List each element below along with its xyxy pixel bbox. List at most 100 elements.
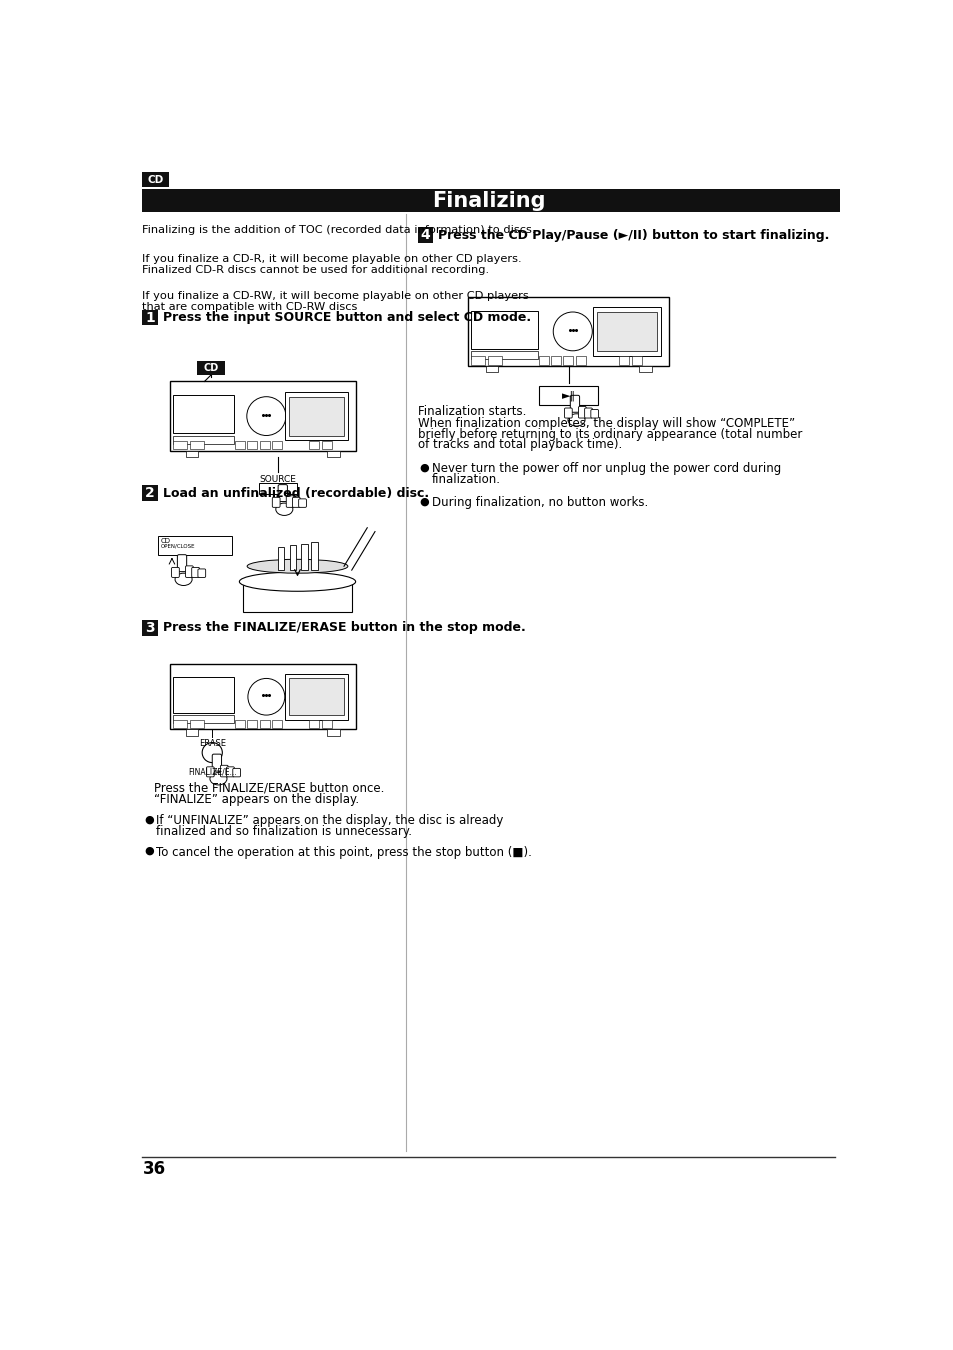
Bar bbox=[538, 386, 598, 405]
FancyBboxPatch shape bbox=[185, 566, 193, 578]
FancyBboxPatch shape bbox=[570, 396, 579, 412]
Ellipse shape bbox=[174, 574, 192, 586]
Text: Finalized CD-R discs cannot be used for additional recording.: Finalized CD-R discs cannot be used for … bbox=[142, 265, 489, 275]
Bar bbox=[278, 547, 284, 570]
Ellipse shape bbox=[567, 414, 584, 427]
Text: ●: ● bbox=[144, 845, 153, 856]
Bar bbox=[172, 720, 187, 728]
Text: finalized and so finalization is unnecessary.: finalized and so finalization is unneces… bbox=[156, 825, 412, 838]
Bar bbox=[471, 351, 537, 359]
Bar bbox=[321, 720, 332, 728]
Bar bbox=[142, 189, 840, 212]
Text: Load an unfinalized (recordable) disc.: Load an unfinalized (recordable) disc. bbox=[162, 486, 428, 500]
Bar bbox=[272, 441, 282, 450]
Ellipse shape bbox=[210, 772, 227, 784]
FancyBboxPatch shape bbox=[172, 567, 179, 578]
FancyBboxPatch shape bbox=[584, 408, 592, 418]
Bar bbox=[142, 486, 158, 501]
Bar bbox=[311, 543, 317, 570]
Bar bbox=[247, 441, 257, 450]
Bar bbox=[309, 720, 319, 728]
Text: OPEN/CLOSE: OPEN/CLOSE bbox=[160, 543, 194, 548]
Circle shape bbox=[247, 397, 286, 436]
Text: ●: ● bbox=[418, 462, 429, 472]
Bar bbox=[259, 441, 270, 450]
Bar bbox=[186, 729, 198, 736]
Bar bbox=[142, 171, 169, 186]
Circle shape bbox=[202, 743, 222, 763]
Bar bbox=[631, 356, 641, 365]
FancyBboxPatch shape bbox=[286, 495, 294, 508]
Text: SOURCE: SOURCE bbox=[259, 475, 296, 485]
Text: During finalization, no button works.: During finalization, no button works. bbox=[431, 497, 647, 509]
Bar bbox=[562, 356, 573, 365]
Bar bbox=[142, 310, 158, 325]
Text: If you finalize a CD-RW, it will become playable on other CD players: If you finalize a CD-RW, it will become … bbox=[142, 292, 529, 301]
Bar bbox=[597, 312, 657, 351]
Circle shape bbox=[248, 679, 285, 716]
Text: If “UNFINALIZE” appears on the display, the disc is already: If “UNFINALIZE” appears on the display, … bbox=[156, 814, 503, 828]
Text: finalization.: finalization. bbox=[431, 472, 500, 486]
Bar bbox=[196, 362, 224, 375]
Text: 2: 2 bbox=[145, 486, 155, 500]
Bar bbox=[234, 441, 245, 450]
Text: If you finalize a CD-R, it will become playable on other CD players.: If you finalize a CD-R, it will become p… bbox=[142, 254, 521, 265]
Bar bbox=[550, 356, 560, 365]
FancyBboxPatch shape bbox=[278, 485, 287, 502]
Bar bbox=[172, 678, 233, 713]
Text: Never turn the power off nor unplug the power cord during: Never turn the power off nor unplug the … bbox=[431, 462, 780, 475]
Bar bbox=[309, 441, 319, 450]
Bar bbox=[247, 720, 257, 728]
Bar bbox=[234, 720, 245, 728]
Bar bbox=[327, 729, 339, 736]
FancyBboxPatch shape bbox=[206, 767, 214, 776]
Bar bbox=[170, 382, 355, 451]
FancyBboxPatch shape bbox=[578, 406, 585, 418]
Bar bbox=[172, 441, 187, 450]
Ellipse shape bbox=[239, 572, 355, 591]
Bar bbox=[485, 366, 497, 373]
Bar bbox=[618, 356, 629, 365]
Bar bbox=[259, 720, 270, 728]
Text: ●: ● bbox=[418, 497, 429, 506]
Text: FINALIZE/E...: FINALIZE/E... bbox=[188, 768, 236, 778]
Bar bbox=[537, 356, 548, 365]
Bar bbox=[158, 536, 232, 555]
Text: 36: 36 bbox=[142, 1160, 166, 1179]
FancyBboxPatch shape bbox=[177, 555, 187, 571]
Text: 4: 4 bbox=[420, 228, 430, 242]
FancyBboxPatch shape bbox=[564, 408, 572, 418]
FancyBboxPatch shape bbox=[192, 567, 199, 578]
Text: CD: CD bbox=[160, 537, 171, 544]
Bar bbox=[258, 483, 297, 494]
Text: CD: CD bbox=[203, 363, 218, 374]
Circle shape bbox=[553, 312, 592, 351]
Bar bbox=[172, 716, 233, 724]
Ellipse shape bbox=[275, 504, 293, 516]
FancyBboxPatch shape bbox=[298, 500, 306, 508]
Bar bbox=[190, 441, 204, 450]
FancyBboxPatch shape bbox=[220, 765, 228, 776]
Text: 3: 3 bbox=[145, 621, 155, 634]
Bar bbox=[639, 366, 651, 373]
Text: CD: CD bbox=[148, 174, 164, 185]
Text: of tracks and total playback time).: of tracks and total playback time). bbox=[417, 439, 621, 451]
Bar bbox=[468, 297, 669, 366]
Text: ●: ● bbox=[144, 814, 153, 825]
FancyBboxPatch shape bbox=[197, 568, 206, 578]
Text: To cancel the operation at this point, press the stop button (■).: To cancel the operation at this point, p… bbox=[156, 845, 532, 859]
Bar bbox=[471, 310, 537, 348]
Text: ►‖: ►‖ bbox=[561, 390, 576, 401]
Bar bbox=[170, 664, 355, 729]
Text: Press the FINALIZE/ERASE button once.: Press the FINALIZE/ERASE button once. bbox=[154, 782, 384, 795]
Text: Press the CD Play/Pause (►/II) button to start finalizing.: Press the CD Play/Pause (►/II) button to… bbox=[437, 228, 828, 242]
FancyBboxPatch shape bbox=[233, 768, 240, 776]
Bar bbox=[488, 356, 501, 365]
Bar bbox=[285, 674, 348, 720]
Bar bbox=[142, 620, 158, 636]
Bar bbox=[321, 441, 332, 450]
Bar bbox=[593, 308, 660, 355]
FancyBboxPatch shape bbox=[293, 497, 300, 508]
Text: that are compatible with CD-RW discs: that are compatible with CD-RW discs bbox=[142, 302, 357, 312]
Text: Finalizing is the addition of TOC (recorded data information) to discs.: Finalizing is the addition of TOC (recor… bbox=[142, 225, 536, 235]
